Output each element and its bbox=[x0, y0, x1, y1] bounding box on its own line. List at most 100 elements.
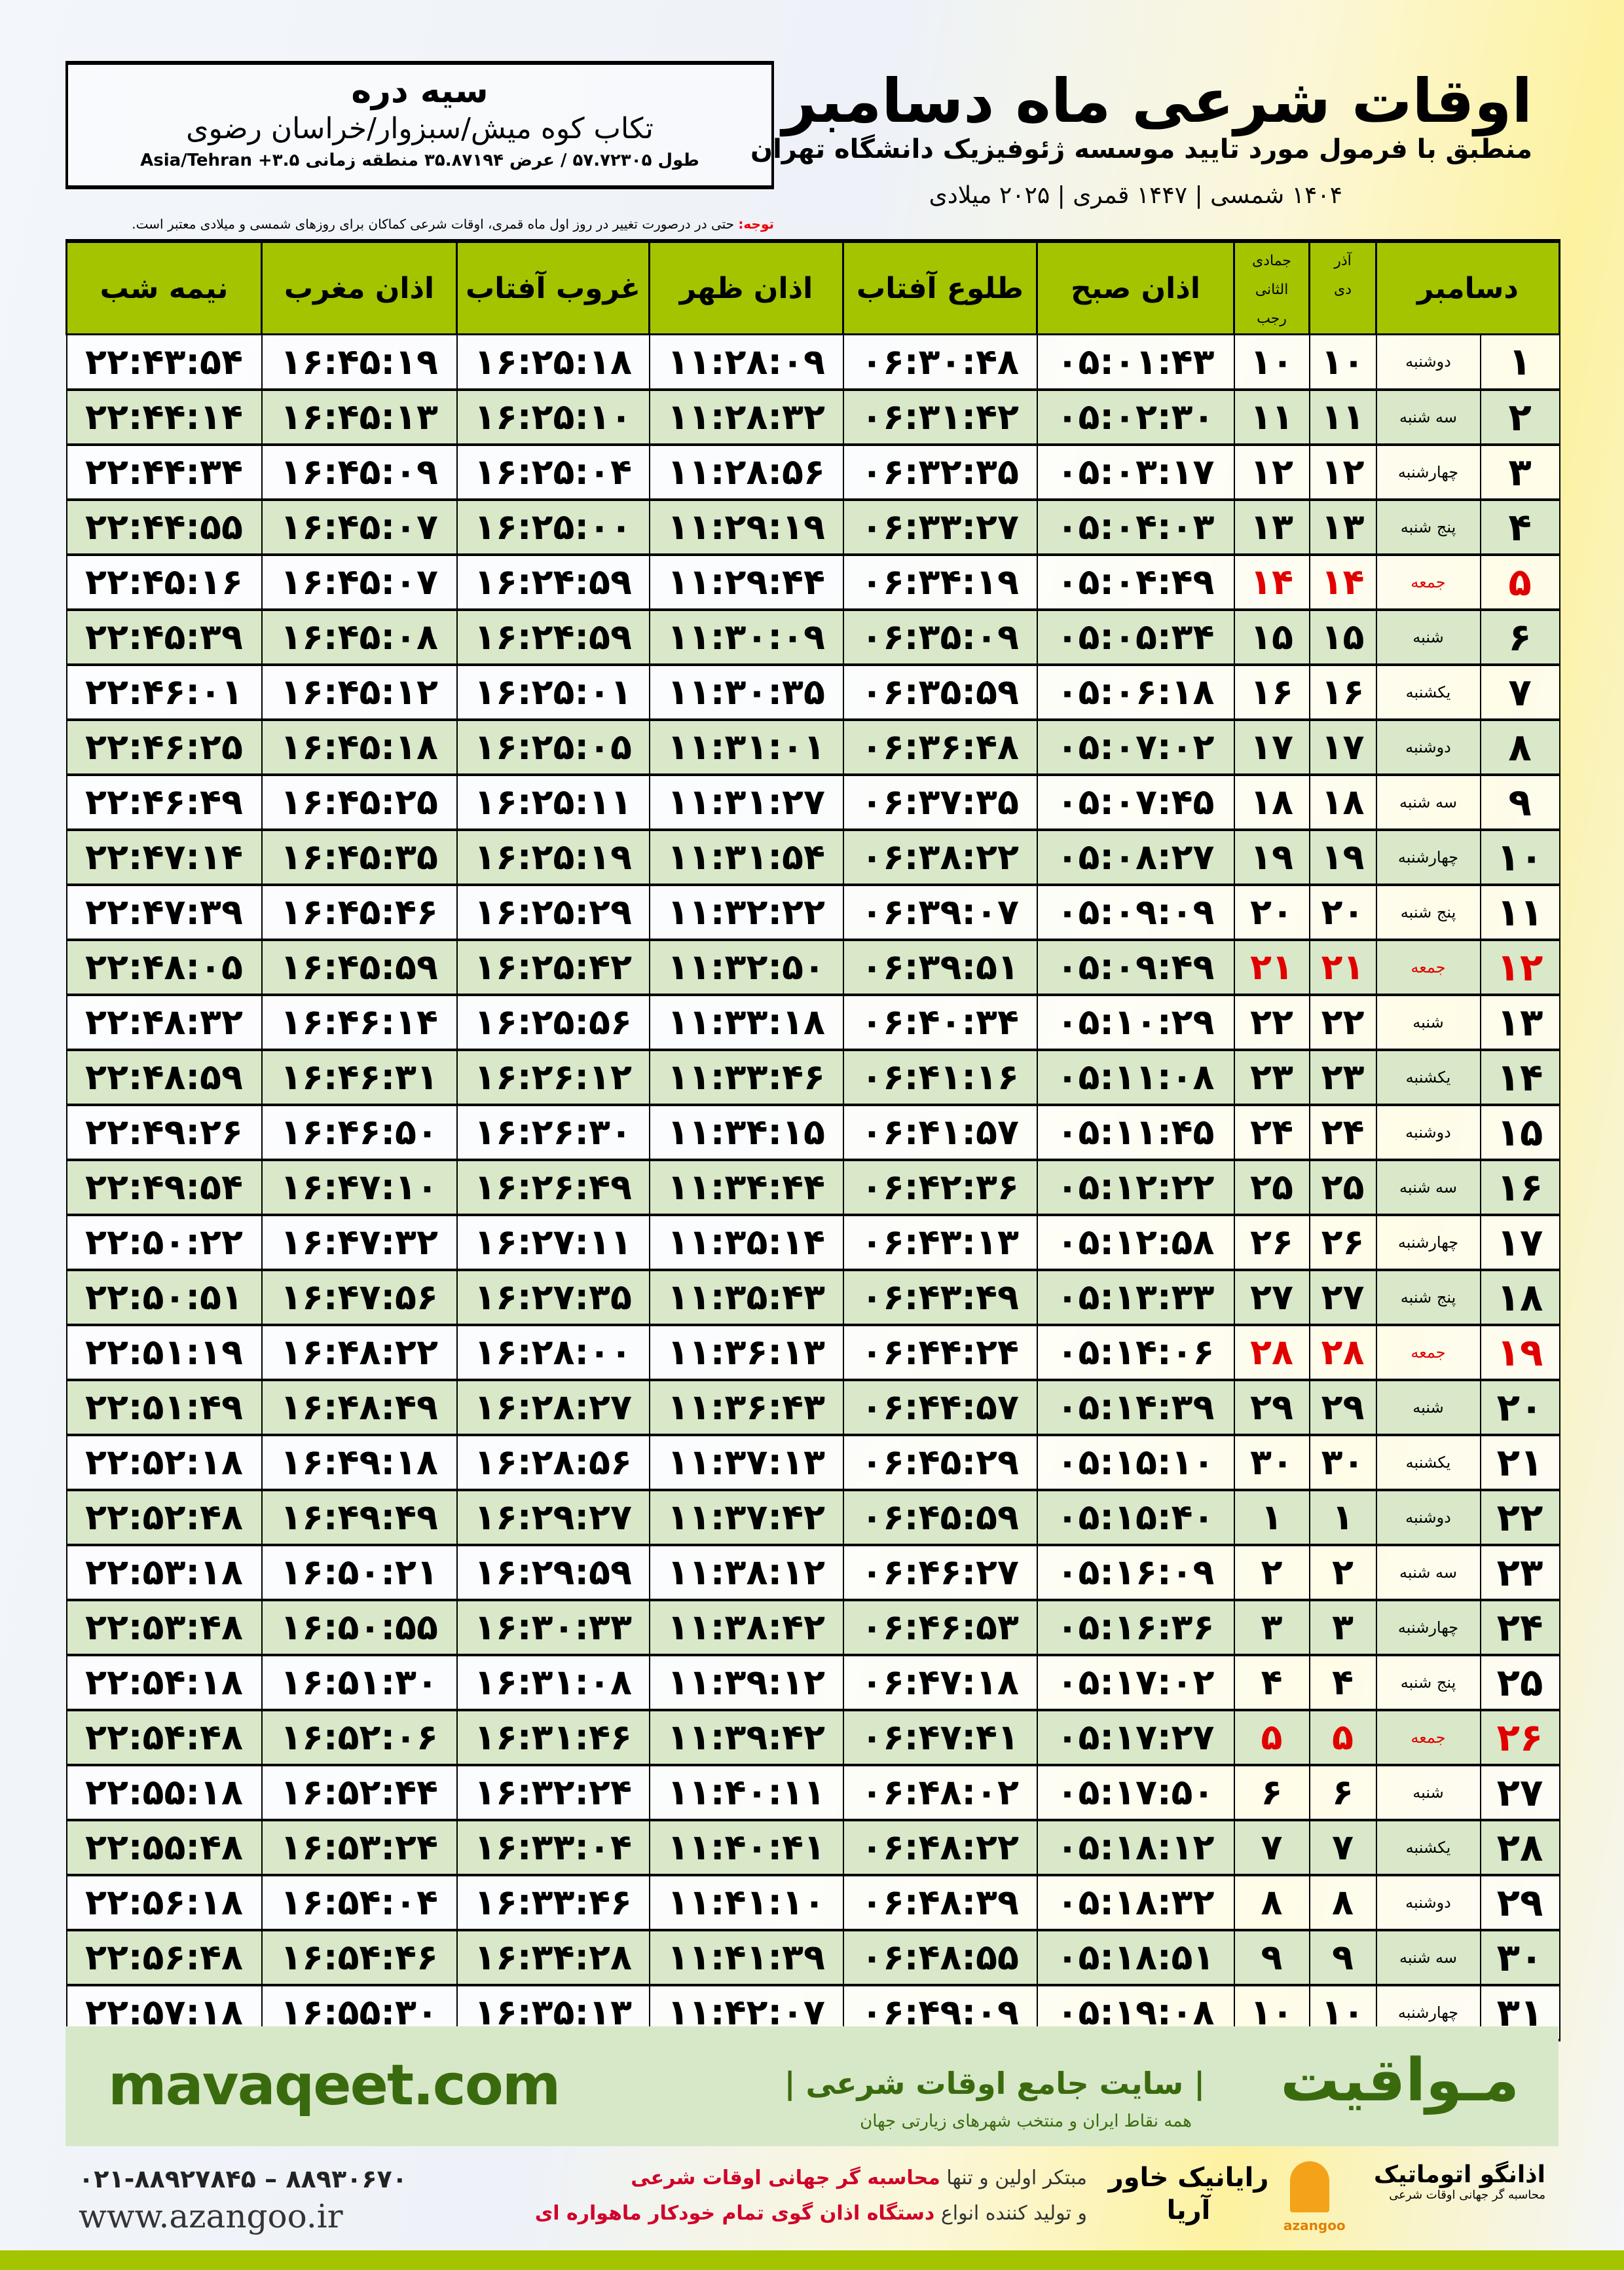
cell-shamsi: ۴ bbox=[1308, 1654, 1377, 1711]
cell-fajr: ۰۵:۱۴:۰۶ bbox=[1036, 1324, 1235, 1381]
cell-day: ۸ bbox=[1479, 718, 1560, 776]
cell-sunset: ۱۶:۳۱:۰۸ bbox=[456, 1654, 650, 1711]
cell-fajr: ۰۵:۰۷:۴۵ bbox=[1036, 773, 1235, 831]
cell-maghrib: ۱۶:۴۶:۱۴ bbox=[261, 994, 458, 1051]
cell-dhuhr: ۱۱:۳۳:۴۶ bbox=[648, 1049, 844, 1106]
table-row: ۲۳ سه شنبه ۲ ۲ ۰۵:۱۶:۰۹ ۰۶:۴۶:۲۷ ۱۱:۳۸:۱۲ ۱۶:۲۹… bbox=[65, 1544, 1560, 1601]
header-sunset: غروب آفتاب bbox=[456, 239, 650, 335]
cell-dhuhr: ۱۱:۳۹:۱۲ bbox=[648, 1654, 844, 1711]
cell-dhuhr: ۱۱:۲۸:۳۲ bbox=[648, 388, 844, 446]
cell-qamari: ۲ bbox=[1233, 1544, 1310, 1601]
cell-qamari: ۸ bbox=[1233, 1874, 1310, 1931]
cell-sunrise: ۰۶:۴۴:۲۴ bbox=[842, 1324, 1038, 1381]
cell-day: ۱۹ bbox=[1479, 1324, 1560, 1381]
cell-weekday: دوشنبه bbox=[1375, 1874, 1481, 1931]
cell-sunrise: ۰۶:۳۵:۵۹ bbox=[842, 663, 1038, 721]
cell-sunrise: ۰۶:۴۷:۱۸ bbox=[842, 1654, 1038, 1711]
cell-midnight: ۲۲:۵۲:۴۸ bbox=[65, 1489, 263, 1546]
mavaqeet-banner: mavaqeet.com همه نقاط ایران و منتخب شهره… bbox=[65, 2026, 1559, 2146]
cell-sunset: ۱۶:۲۶:۳۰ bbox=[456, 1104, 650, 1161]
cell-midnight: ۲۲:۴۵:۳۹ bbox=[65, 608, 263, 666]
cell-maghrib: ۱۶:۵۰:۵۵ bbox=[261, 1599, 458, 1656]
cell-maghrib: ۱۶:۵۰:۲۱ bbox=[261, 1544, 458, 1601]
banner-tagline-small: همه نقاط ایران و منتخب شهرهای زیارتی جها… bbox=[860, 2112, 1192, 2131]
cell-day: ۳۰ bbox=[1479, 1929, 1560, 1986]
cell-fajr: ۰۵:۱۸:۵۱ bbox=[1036, 1929, 1235, 1986]
table-row: ۳۰ سه شنبه ۹ ۹ ۰۵:۱۸:۵۱ ۰۶:۴۸:۵۵ ۱۱:۴۱:۳۹ ۱۶:۳۴… bbox=[65, 1929, 1560, 1986]
cell-fajr: ۰۵:۱۶:۰۹ bbox=[1036, 1544, 1235, 1601]
cell-qamari: ۲۷ bbox=[1233, 1269, 1310, 1326]
cell-weekday: چهارشنبه bbox=[1375, 1599, 1481, 1656]
cell-sunrise: ۰۶:۳۳:۲۷ bbox=[842, 498, 1038, 556]
cell-qamari: ۷ bbox=[1233, 1819, 1310, 1876]
cell-maghrib: ۱۶:۴۵:۰۹ bbox=[261, 443, 458, 501]
cell-midnight: ۲۲:۵۴:۴۸ bbox=[65, 1709, 263, 1766]
cell-weekday: جمعه bbox=[1375, 553, 1481, 611]
cell-qamari: ۱۲ bbox=[1233, 443, 1310, 501]
cell-fajr: ۰۵:۱۵:۱۰ bbox=[1036, 1434, 1235, 1491]
cell-dhuhr: ۱۱:۳۳:۱۸ bbox=[648, 994, 844, 1051]
cell-fajr: ۰۵:۱۷:۵۰ bbox=[1036, 1764, 1235, 1821]
cell-weekday: دوشنبه bbox=[1375, 1104, 1481, 1161]
cell-sunset: ۱۶:۳۴:۲۸ bbox=[456, 1929, 650, 1986]
table-row: ۲۷ شنبه ۶ ۶ ۰۵:۱۷:۵۰ ۰۶:۴۸:۰۲ ۱۱:۴۰:۱۱ ۱۶:۳۲:۲۴… bbox=[65, 1764, 1560, 1821]
cell-shamsi: ۲۲ bbox=[1308, 994, 1377, 1051]
cell-dhuhr: ۱۱:۴۰:۱۱ bbox=[648, 1764, 844, 1821]
cell-day: ۲ bbox=[1479, 388, 1560, 446]
cell-dhuhr: ۱۱:۳۶:۴۳ bbox=[648, 1379, 844, 1436]
cell-qamari: ۴ bbox=[1233, 1654, 1310, 1711]
cell-shamsi: ۱۸ bbox=[1308, 773, 1377, 831]
cell-fajr: ۰۵:۰۹:۰۹ bbox=[1036, 884, 1235, 941]
cell-dhuhr: ۱۱:۳۵:۴۳ bbox=[648, 1269, 844, 1326]
cell-sunrise: ۰۶:۳۱:۴۲ bbox=[842, 388, 1038, 446]
table-row: ۲ سه شنبه ۱۱ ۱۱ ۰۵:۰۲:۳۰ ۰۶:۳۱:۴۲ ۱۱:۲۸:۳۲ ۱۶:۲… bbox=[65, 388, 1560, 446]
cell-midnight: ۲۲:۴۴:۱۴ bbox=[65, 388, 263, 446]
cell-weekday: شنبه bbox=[1375, 994, 1481, 1051]
table-row: ۹ سه شنبه ۱۸ ۱۸ ۰۵:۰۷:۴۵ ۰۶:۳۷:۳۵ ۱۱:۳۱:۲۷ ۱۶:۲… bbox=[65, 773, 1560, 831]
table-row: ۲۲ دوشنبه ۱ ۱ ۰۵:۱۵:۴۰ ۰۶:۴۵:۵۹ ۱۱:۳۷:۴۲ ۱۶:۲۹:… bbox=[65, 1489, 1560, 1546]
brand-logo-text: مـواقیت bbox=[1280, 2046, 1519, 2115]
cell-qamari: ۳۰ bbox=[1233, 1434, 1310, 1491]
cell-sunrise: ۰۶:۴۶:۵۳ bbox=[842, 1599, 1038, 1656]
cell-dhuhr: ۱۱:۳۴:۱۵ bbox=[648, 1104, 844, 1161]
cell-fajr: ۰۵:۰۵:۳۴ bbox=[1036, 608, 1235, 666]
cell-sunrise: ۰۶:۴۶:۲۷ bbox=[842, 1544, 1038, 1601]
calendar-years: ۱۴۰۴ شمسی | ۱۴۴۷ قمری | ۲۰۲۵ میلادی bbox=[929, 182, 1342, 209]
cell-maghrib: ۱۶:۴۹:۱۸ bbox=[261, 1434, 458, 1491]
cell-day: ۲۹ bbox=[1479, 1874, 1560, 1931]
cell-fajr: ۰۵:۱۸:۱۲ bbox=[1036, 1819, 1235, 1876]
cell-day: ۱۶ bbox=[1479, 1159, 1560, 1216]
cell-qamari: ۲۰ bbox=[1233, 884, 1310, 941]
cell-dhuhr: ۱۱:۲۸:۵۶ bbox=[648, 443, 844, 501]
cell-maghrib: ۱۶:۵۱:۳۰ bbox=[261, 1654, 458, 1711]
footer-website[interactable]: www.azangoo.ir bbox=[79, 2197, 343, 2235]
cell-fajr: ۰۵:۱۶:۳۶ bbox=[1036, 1599, 1235, 1656]
cell-day: ۱۰ bbox=[1479, 828, 1560, 886]
cell-sunrise: ۰۶:۴۴:۵۷ bbox=[842, 1379, 1038, 1436]
cell-midnight: ۲۲:۴۳:۵۴ bbox=[65, 333, 263, 391]
cell-maghrib: ۱۶:۴۵:۵۹ bbox=[261, 939, 458, 996]
cell-qamari: ۲۶ bbox=[1233, 1214, 1310, 1271]
cell-qamari: ۲۱ bbox=[1233, 939, 1310, 996]
cell-maghrib: ۱۶:۵۴:۰۴ bbox=[261, 1874, 458, 1931]
cell-qamari: ۱۸ bbox=[1233, 773, 1310, 831]
cell-dhuhr: ۱۱:۳۱:۲۷ bbox=[648, 773, 844, 831]
table-row: ۲۰ شنبه ۲۹ ۲۹ ۰۵:۱۴:۳۹ ۰۶:۴۴:۵۷ ۱۱:۳۶:۴۳ ۱۶:۲۸:… bbox=[65, 1379, 1560, 1436]
cell-qamari: ۳ bbox=[1233, 1599, 1310, 1656]
table-row: ۲۱ یکشنبه ۳۰ ۳۰ ۰۵:۱۵:۱۰ ۰۶:۴۵:۲۹ ۱۱:۳۷:۱۳ ۱۶:۲… bbox=[65, 1434, 1560, 1491]
cell-sunset: ۱۶:۲۴:۵۹ bbox=[456, 553, 650, 611]
cell-maghrib: ۱۶:۵۲:۴۴ bbox=[261, 1764, 458, 1821]
cell-weekday: یکشنبه bbox=[1375, 663, 1481, 721]
cell-shamsi: ۲۶ bbox=[1308, 1214, 1377, 1271]
site-url[interactable]: mavaqeet.com bbox=[108, 2053, 561, 2118]
cell-sunset: ۱۶:۳۱:۴۶ bbox=[456, 1709, 650, 1766]
table-row: ۱۹ جمعه ۲۸ ۲۸ ۰۵:۱۴:۰۶ ۰۶:۴۴:۲۴ ۱۱:۳۶:۱۳ ۱۶:۲۸:… bbox=[65, 1324, 1560, 1381]
table-row: ۶ شنبه ۱۵ ۱۵ ۰۵:۰۵:۳۴ ۰۶:۳۵:۰۹ ۱۱:۳۰:۰۹ ۱۶:۲۴:۵… bbox=[65, 608, 1560, 666]
cell-maghrib: ۱۶:۴۵:۴۶ bbox=[261, 884, 458, 941]
cell-day: ۱۲ bbox=[1479, 939, 1560, 996]
table-row: ۱۷ چهارشنبه ۲۶ ۲۶ ۰۵:۱۲:۵۸ ۰۶:۴۳:۱۳ ۱۱:۳۵:۱۴ ۱۶… bbox=[65, 1214, 1560, 1271]
cell-sunset: ۱۶:۲۵:۰۰ bbox=[456, 498, 650, 556]
table-row: ۱۸ پنج شنبه ۲۷ ۲۷ ۰۵:۱۳:۳۳ ۰۶:۴۳:۴۹ ۱۱:۳۵:۴۳ ۱۶… bbox=[65, 1269, 1560, 1326]
cell-fajr: ۰۵:۰۳:۱۷ bbox=[1036, 443, 1235, 501]
cell-midnight: ۲۲:۴۷:۳۹ bbox=[65, 884, 263, 941]
